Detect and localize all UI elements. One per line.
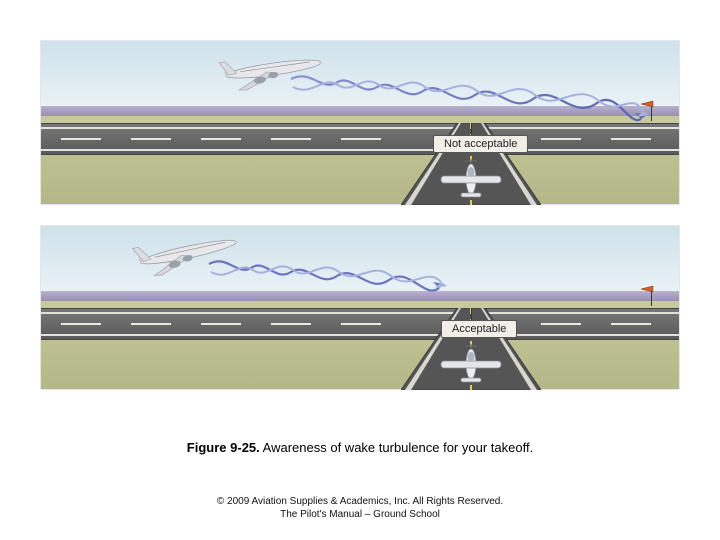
copyright: © 2009 Aviation Supplies & Academics, In… bbox=[0, 495, 720, 521]
windsock-icon bbox=[639, 99, 655, 111]
panel-acceptable: Acceptable bbox=[40, 225, 680, 390]
copyright-line1: © 2009 Aviation Supplies & Academics, In… bbox=[0, 495, 720, 508]
figure-caption: Figure 9-25. Awareness of wake turbulenc… bbox=[0, 440, 720, 455]
label-acceptable: Acceptable bbox=[441, 320, 517, 338]
wake-vortex bbox=[41, 41, 681, 206]
figure-number: Figure 9-25. bbox=[187, 440, 260, 455]
windsock-icon bbox=[639, 284, 655, 296]
small-aircraft-icon bbox=[439, 344, 503, 388]
copyright-line2: The Pilot's Manual – Ground School bbox=[0, 508, 720, 521]
figure-caption-text: Awareness of wake turbulence for your ta… bbox=[263, 440, 534, 455]
label-not-acceptable: Not acceptable bbox=[433, 135, 528, 153]
small-aircraft-icon bbox=[439, 159, 503, 203]
panel-not-acceptable: Not acceptable bbox=[40, 40, 680, 205]
label-text: Not acceptable bbox=[444, 138, 517, 150]
label-text: Acceptable bbox=[452, 323, 506, 335]
